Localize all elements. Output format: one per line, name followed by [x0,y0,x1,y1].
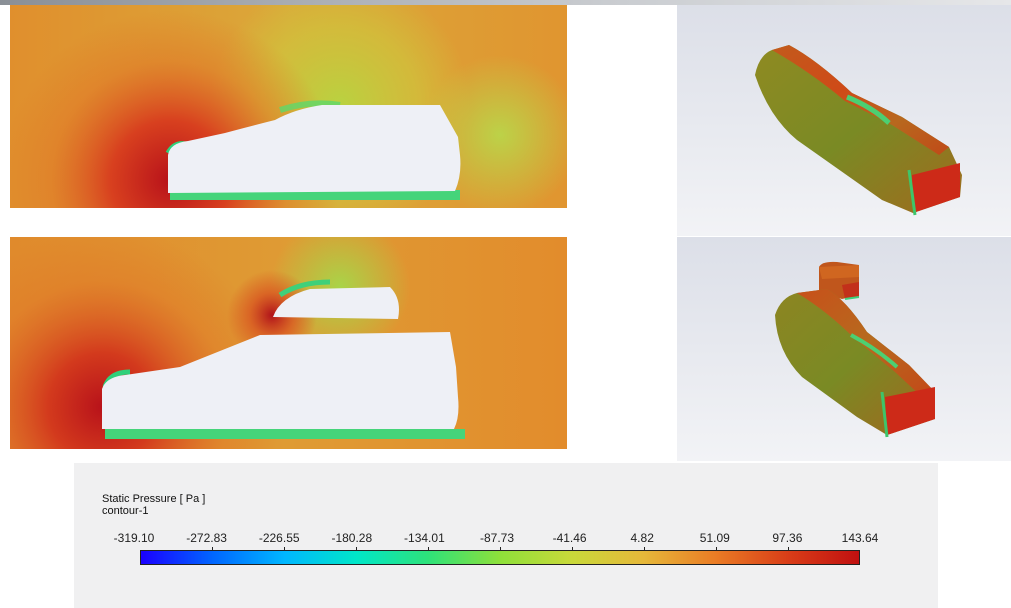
legend-tick-label: 51.09 [699,531,730,545]
legend-tick-label: -319.10 [113,531,155,545]
colorbar [140,550,860,565]
pressure-legend: Static Pressure [ Pa ] contour-1 -319.10… [74,463,938,608]
colorbar-tick [356,547,357,551]
colorbar-tick [644,547,645,551]
legend-title: Static Pressure [ Pa ] [102,493,206,505]
legend-tick-label: -226.55 [258,531,300,545]
legend-tick-label: 143.64 [841,531,879,545]
colorbar-tick [212,547,213,551]
pressure-contour-car-roofbox [10,237,567,449]
legend-tick-label: -180.28 [331,531,373,545]
colorbar-tick [500,547,501,551]
legend-tick-label: -87.73 [479,531,515,545]
surface-pressure-3d-car-roofbox [677,237,1011,461]
top-header-strip [0,0,1011,5]
legend-tick-label: -41.46 [552,531,587,545]
colorbar-tick [716,547,717,551]
colorbar-tick [428,547,429,551]
legend-tick-label: 97.36 [772,531,803,545]
legend-tick-labels: -319.10 -272.83 -226.55 -180.28 -134.01 -87.7… [74,531,938,545]
pressure-contour-car [10,5,567,208]
legend-tick-label: -272.83 [186,531,227,545]
colorbar-tick [572,547,573,551]
colorbar-tick [284,547,285,551]
legend-tick-label: 4.82 [630,531,654,545]
legend-tick-label: -134.01 [404,531,445,545]
colorbar-tick [788,547,789,551]
legend-subtitle: contour-1 [102,505,149,517]
surface-pressure-3d-car [677,5,1011,236]
